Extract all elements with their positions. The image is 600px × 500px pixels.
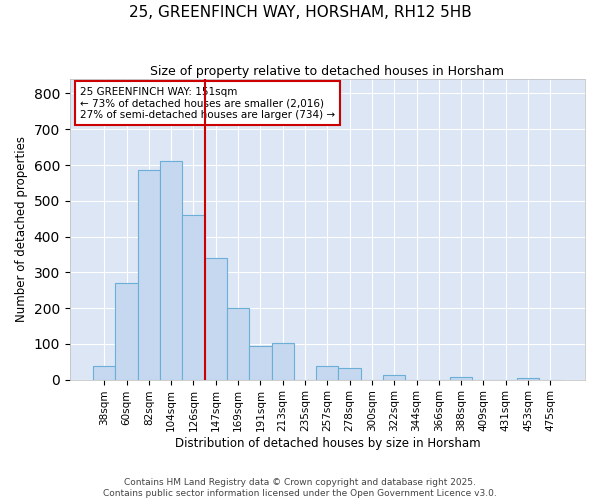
- Y-axis label: Number of detached properties: Number of detached properties: [15, 136, 28, 322]
- Bar: [227, 308, 249, 380]
- Bar: [338, 368, 361, 380]
- Bar: [316, 366, 338, 380]
- Text: 25, GREENFINCH WAY, HORSHAM, RH12 5HB: 25, GREENFINCH WAY, HORSHAM, RH12 5HB: [128, 5, 472, 20]
- X-axis label: Distribution of detached houses by size in Horsham: Distribution of detached houses by size …: [175, 437, 480, 450]
- Bar: [182, 215, 205, 380]
- Bar: [93, 366, 115, 380]
- Text: 25 GREENFINCH WAY: 151sqm
← 73% of detached houses are smaller (2,016)
27% of se: 25 GREENFINCH WAY: 151sqm ← 73% of detac…: [80, 86, 335, 120]
- Bar: [517, 378, 539, 380]
- Bar: [115, 283, 137, 380]
- Bar: [383, 375, 406, 380]
- Text: Contains HM Land Registry data © Crown copyright and database right 2025.
Contai: Contains HM Land Registry data © Crown c…: [103, 478, 497, 498]
- Bar: [450, 376, 472, 380]
- Bar: [137, 170, 160, 380]
- Title: Size of property relative to detached houses in Horsham: Size of property relative to detached ho…: [151, 65, 505, 78]
- Bar: [160, 162, 182, 380]
- Bar: [205, 258, 227, 380]
- Bar: [272, 343, 294, 380]
- Bar: [249, 346, 272, 380]
